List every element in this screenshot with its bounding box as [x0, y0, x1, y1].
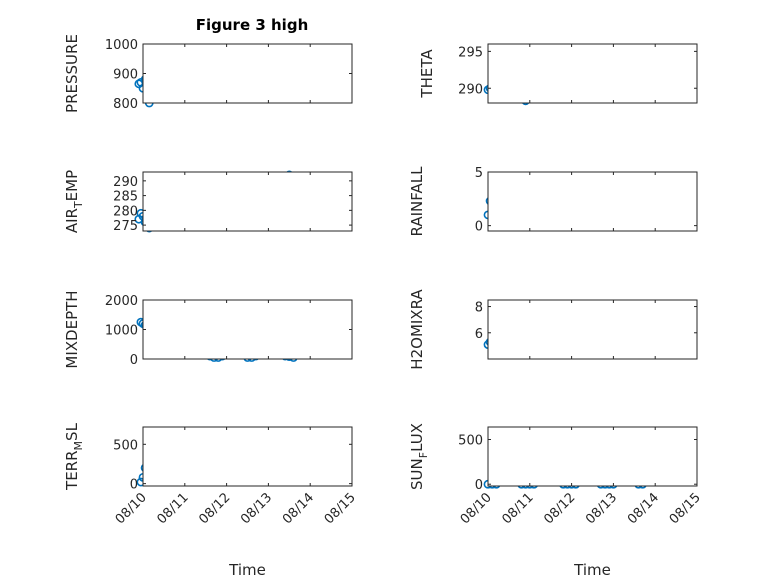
y-tick-label: 500 [113, 438, 138, 453]
y-tick-label: 1000 [105, 324, 138, 339]
y-axis-label: MIXDEPTH [63, 290, 81, 368]
y-tick-label: 0 [130, 353, 138, 368]
y-tick-label: 2000 [105, 294, 138, 309]
x-tick-label: 08/15 [667, 490, 704, 527]
y-tick-label: 6 [475, 327, 483, 342]
y-tick-label: 8 [475, 301, 483, 316]
y-tick-label: 5 [475, 166, 483, 181]
x-axis-label: Time [573, 561, 611, 579]
x-tick-label: 08/10 [113, 490, 150, 527]
subplot-theta: 290 295 THETA [418, 43, 698, 106]
x-tick-label: 08/14 [280, 490, 317, 527]
y-tick-label: 500 [458, 434, 483, 449]
axes-frame [142, 43, 353, 104]
subplot-sun_flux: 08/10 08/11 08/12 08/13 08/14 08/15 0 500 SUNFLU… [408, 423, 704, 579]
y-tick-label: 290 [458, 82, 483, 97]
x-tick-label: 08/14 [625, 490, 662, 527]
x-tick-label: 08/11 [500, 490, 537, 527]
y-tick-label: 1000 [105, 38, 138, 53]
y-tick-label: 0 [475, 478, 483, 493]
y-axis-label: THETA [418, 49, 436, 99]
figure-title: Figure 3 high [196, 16, 309, 34]
y-axis-label: H2OMIXRA [408, 289, 426, 370]
axes-frame [487, 426, 698, 487]
x-tick-label: 08/13 [583, 490, 620, 527]
y-tick-label: 295 [458, 45, 483, 60]
subplot-h2omixra: 6 8 H2OMIXRA [408, 289, 698, 370]
subplot-rainfall: 0 5 RAINFALL [408, 166, 698, 237]
y-tick-label: 280 [113, 204, 138, 219]
axes-frame [487, 299, 698, 360]
x-tick-label: 08/12 [541, 490, 578, 527]
x-tick-label: 08/11 [155, 490, 192, 527]
x-tick-label: 08/15 [322, 490, 359, 527]
subplot-mixdepth: 0 1000 2000 MIXDEPTH [63, 290, 353, 369]
subplot-pressure: 800 900 1000 PRESSURE [63, 34, 353, 113]
y-tick-label: 275 [113, 219, 138, 234]
y-tick-label: 800 [113, 97, 138, 112]
y-axis-label: AIRTEMP [63, 170, 85, 233]
axes-frame [142, 171, 353, 232]
subplot-terr_msl: 08/10 08/11 08/12 08/13 08/14 08/15 0 500 TERRMS… [63, 422, 359, 579]
y-tick-label: 285 [113, 190, 138, 205]
y-axis-label: RAINFALL [408, 166, 426, 237]
axes-frame [142, 299, 353, 360]
x-tick-label: 08/13 [238, 490, 275, 527]
y-axis-label: TERRMSL [63, 422, 85, 491]
axes-frame [487, 43, 698, 104]
x-tick-label: 08/12 [196, 490, 233, 527]
x-tick-label: 08/10 [458, 490, 495, 527]
y-tick-label: 290 [113, 175, 138, 190]
y-tick-label: 900 [113, 68, 138, 83]
y-axis-label: SUNFLUX [408, 423, 430, 490]
y-tick-label: 0 [130, 478, 138, 493]
x-axis-label: Time [228, 561, 266, 579]
axes-frame [142, 426, 353, 487]
axes-frame [487, 171, 698, 232]
y-tick-label: 0 [475, 220, 483, 235]
y-axis-label: PRESSURE [63, 34, 81, 113]
